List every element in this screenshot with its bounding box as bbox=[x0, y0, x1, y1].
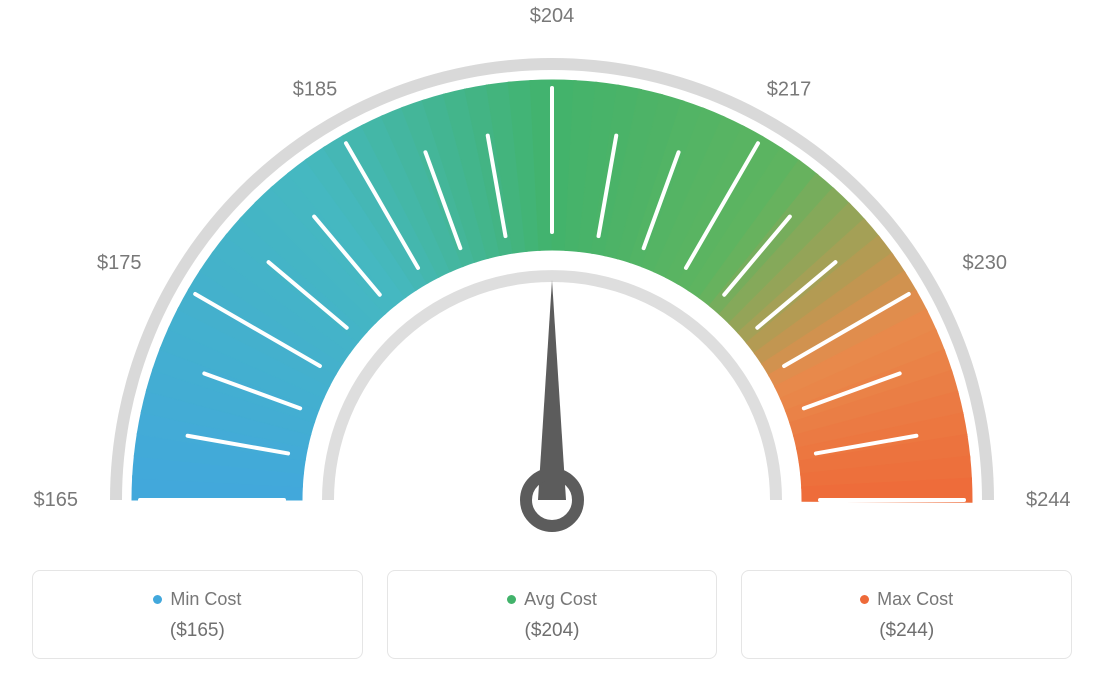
legend-label: Avg Cost bbox=[524, 589, 597, 610]
dot-icon bbox=[507, 595, 516, 604]
legend-value: ($204) bbox=[400, 620, 705, 642]
legend-card-avg: Avg Cost ($204) bbox=[387, 570, 718, 659]
legend-card-max: Max Cost ($244) bbox=[741, 570, 1072, 659]
svg-text:$244: $244 bbox=[1026, 489, 1071, 511]
legend-title-avg: Avg Cost bbox=[507, 589, 597, 610]
svg-text:$175: $175 bbox=[97, 252, 142, 274]
gauge-svg: $165 $175 $185 $204 $217 $230 $244 bbox=[0, 0, 1104, 560]
cost-gauge: $165 $175 $185 $204 $217 $230 $244 bbox=[0, 0, 1104, 560]
legend-title-min: Min Cost bbox=[153, 589, 241, 610]
legend-row: Min Cost ($165) Avg Cost ($204) Max Cost… bbox=[32, 570, 1072, 659]
legend-card-min: Min Cost ($165) bbox=[32, 570, 363, 659]
legend-label: Min Cost bbox=[170, 589, 241, 610]
dot-icon bbox=[860, 595, 869, 604]
svg-text:$165: $165 bbox=[34, 489, 79, 511]
legend-label: Max Cost bbox=[877, 589, 953, 610]
legend-title-max: Max Cost bbox=[860, 589, 953, 610]
legend-value: ($244) bbox=[754, 620, 1059, 642]
svg-text:$185: $185 bbox=[293, 79, 338, 101]
svg-text:$230: $230 bbox=[962, 252, 1007, 274]
legend-value: ($165) bbox=[45, 620, 350, 642]
dot-icon bbox=[153, 595, 162, 604]
svg-text:$204: $204 bbox=[530, 5, 575, 27]
svg-text:$217: $217 bbox=[767, 79, 812, 101]
